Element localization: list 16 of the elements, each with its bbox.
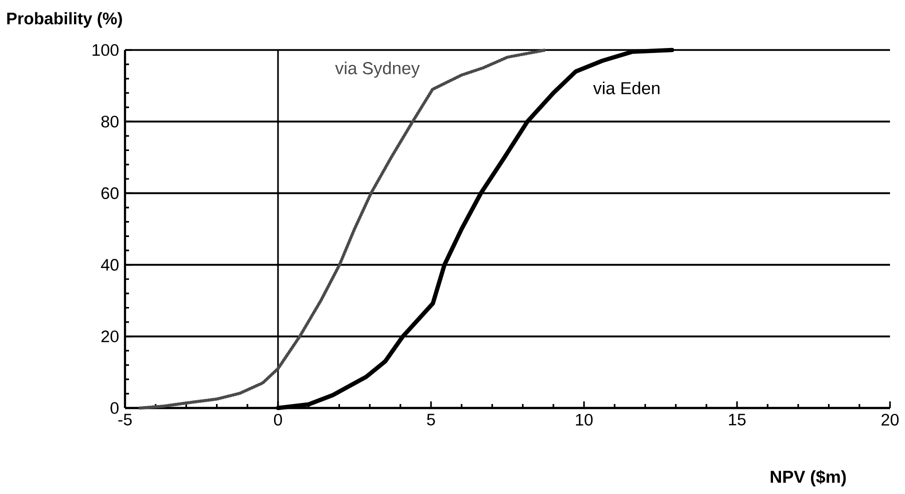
y-tick-label: 100	[92, 44, 119, 56]
y-tick-label: 80	[101, 116, 119, 128]
x-tick-label: 0	[274, 414, 282, 426]
x-tick-label: -5	[118, 414, 132, 426]
x-tick-label: 15	[729, 414, 746, 426]
x-tick-label: 10	[576, 414, 593, 426]
series-label: via Sydney	[335, 62, 420, 78]
y-axis-title: Probability (%)	[7, 12, 122, 28]
y-tick-label: 60	[101, 187, 119, 200]
y-tick-label: 40	[101, 258, 119, 271]
y-tick-label: 20	[101, 330, 119, 342]
x-tick-label: 5	[427, 414, 435, 426]
y-tick-label: 0	[110, 402, 119, 414]
x-tick-label: 20	[882, 414, 899, 426]
x-axis-title: NPV ($m)	[770, 470, 846, 486]
series-label: via Eden	[593, 82, 660, 94]
